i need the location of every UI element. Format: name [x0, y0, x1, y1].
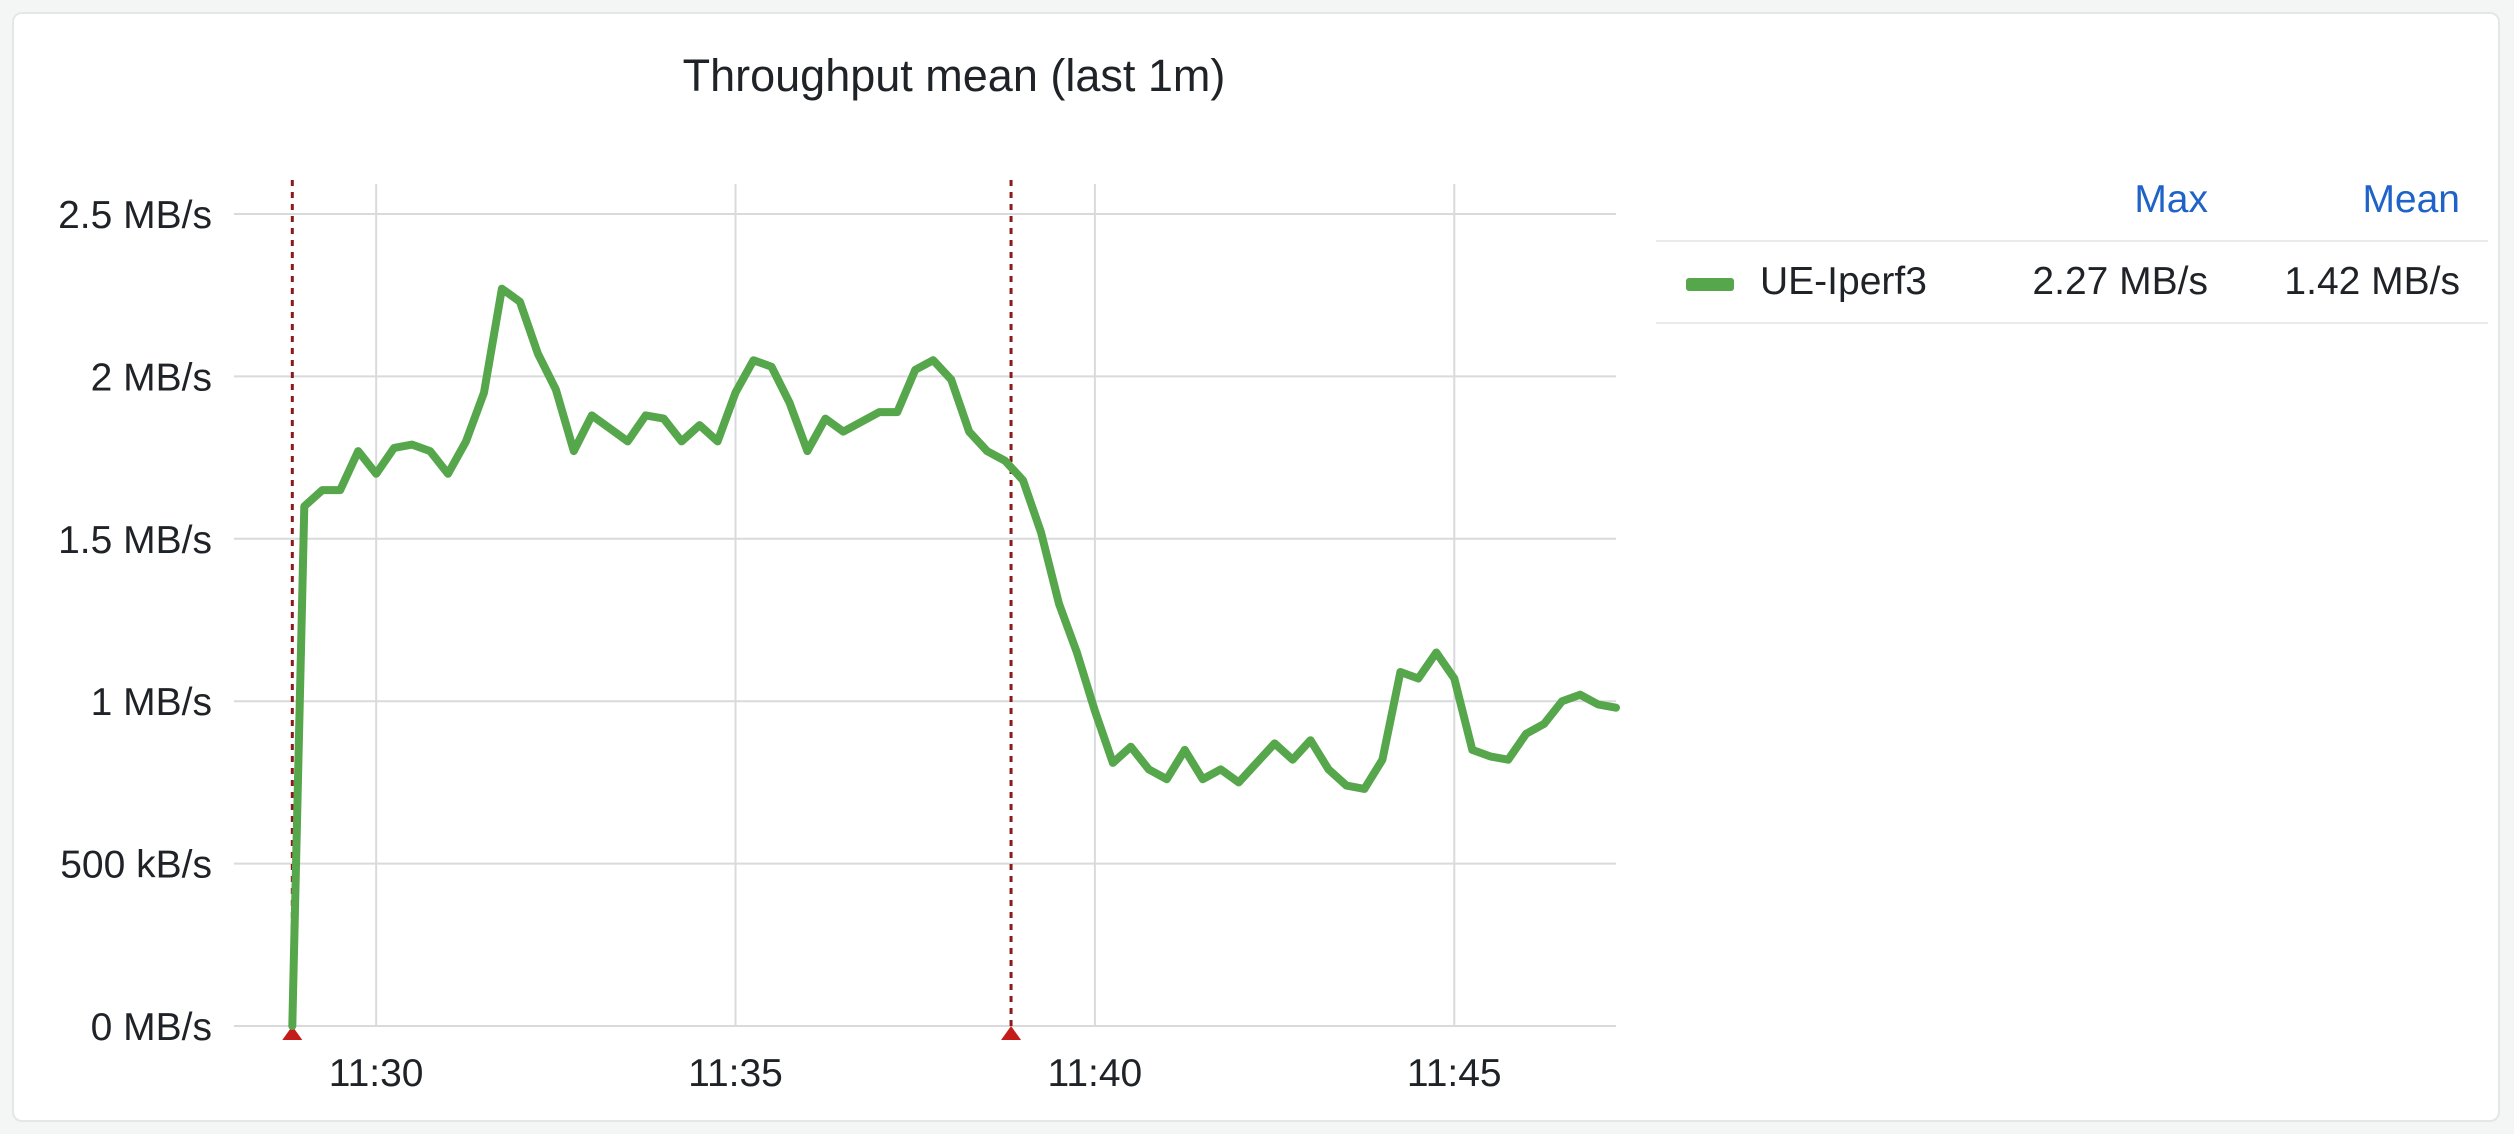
y-tick-label: 1 MB/s [91, 681, 212, 724]
legend-mean-value: 1.42 MB/s [2284, 260, 2460, 303]
chart-title: Throughput mean (last 1m) [682, 50, 1226, 101]
y-tick-label: 2.5 MB/s [58, 194, 212, 237]
annotation-marker-triangle [282, 1026, 303, 1040]
legend-header-mean[interactable]: Mean [2362, 178, 2460, 221]
line-chart: 0 MB/s 500 kB/s 1 MB/s 1.5 MB/s 2 MB/s 2.5 MB… [58, 180, 1620, 1095]
legend-table: Max Mean UE-Iperf3 2.27 MB/s 1.42 MB/s [1656, 164, 2488, 324]
legend-series-row[interactable]: UE-Iperf3 2.27 MB/s 1.42 MB/s [1656, 242, 2488, 324]
chart-panel: Throughput mean (last 1m) 0 MB/s 500 kB/s… [12, 12, 2500, 1122]
y-tick-label: 1.5 MB/s [58, 519, 212, 562]
legend-max-value: 2.27 MB/s [2032, 260, 2208, 303]
series-color-swatch [1686, 278, 1734, 291]
legend-header-row: Max Mean [1656, 164, 2488, 242]
y-tick-label: 0 MB/s [91, 1006, 212, 1049]
series-line-ue-iperf3 [288, 284, 1620, 1030]
legend-header-max[interactable]: Max [2134, 178, 2208, 221]
x-tick-label: 11:40 [1048, 1052, 1143, 1095]
x-tick-label: 11:35 [688, 1052, 783, 1095]
y-tick-label: 500 kB/s [60, 844, 212, 887]
legend-series-name[interactable]: UE-Iperf3 [1760, 260, 1927, 303]
annotation-marker-triangle [1001, 1026, 1022, 1040]
x-tick-label: 11:45 [1407, 1052, 1502, 1095]
x-tick-label: 11:30 [329, 1052, 424, 1095]
y-tick-label: 2 MB/s [91, 356, 212, 399]
